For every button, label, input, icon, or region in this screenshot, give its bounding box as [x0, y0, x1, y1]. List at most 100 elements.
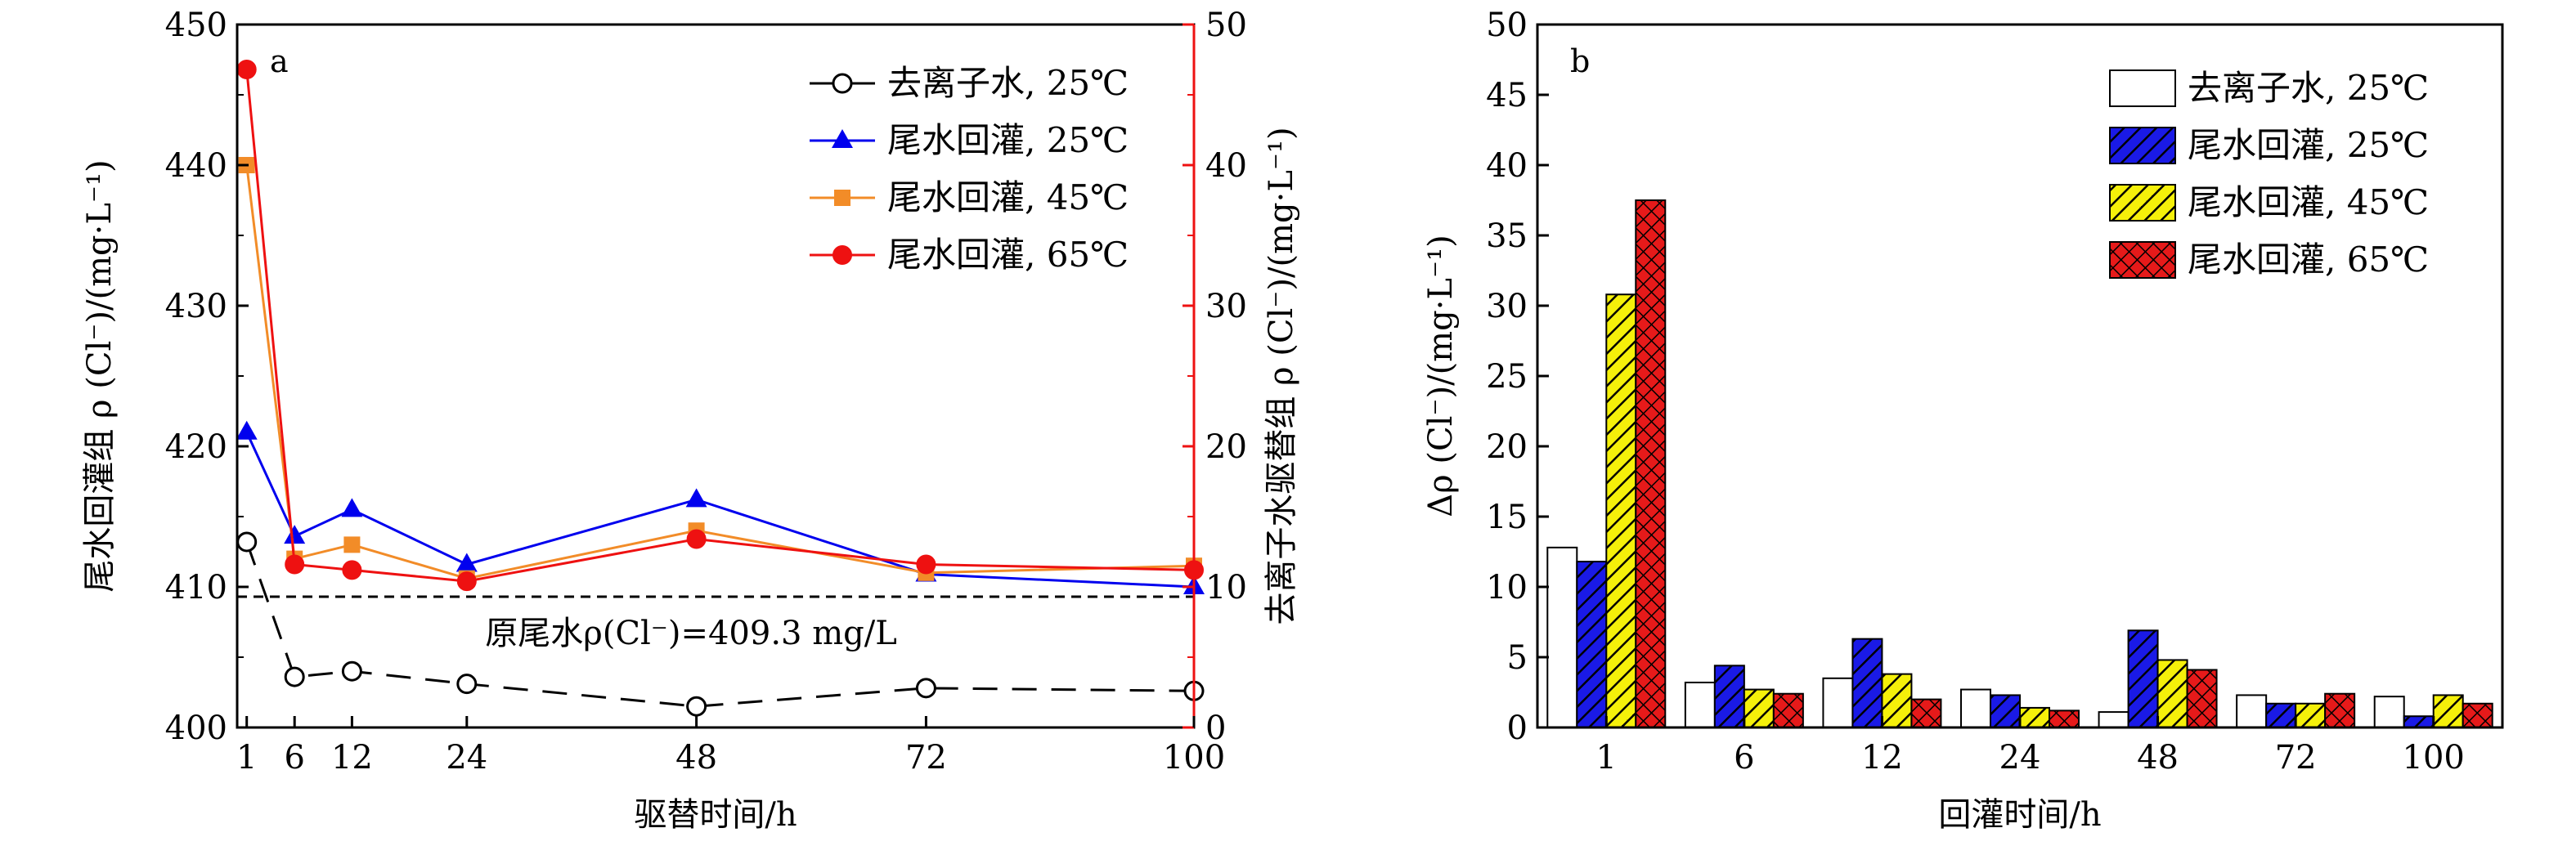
panel-a-axes: 400 410 420 430 440 450 0 10 20 30 40 50 1 6 12 24 48 72 1…: [165, 7, 1247, 777]
panel-a-left-y-axis-label: 尾水回灌组 ρ (Cl⁻)/(mg·L⁻¹): [81, 159, 119, 592]
panel-a-legend-label: 尾水回灌, 45℃: [887, 177, 1129, 217]
panel-b-y-axis-label: Δρ (Cl⁻)/(mg·L⁻¹): [1422, 235, 1460, 517]
panel-b-y-tick-label: 0: [1507, 709, 1528, 747]
panel-a-line-chart: 400 410 420 430 440 450 0 10 20 30 40 50 1 6 12 24 48 72 1…: [81, 7, 1300, 834]
panel-b-x-tick-label: 48: [2137, 739, 2179, 777]
panel-b-y-tick-label: 10: [1486, 569, 1528, 607]
panel-a-right-tick-label: 30: [1205, 288, 1247, 325]
panel-a-left-tick-label: 420: [165, 428, 227, 466]
panel-b-bar: [1990, 694, 2021, 729]
panel-a-data-point: [341, 498, 363, 517]
panel-a-data-point: [343, 536, 361, 553]
panel-a-series-line: [245, 432, 1195, 589]
panel-a-label: a: [270, 43, 289, 79]
panel-b-bar: [1713, 665, 1745, 729]
panel-a-x-axis-label: 驱替时间/h: [634, 796, 797, 834]
panel-b-bar: [1960, 688, 1991, 728]
panel-a-left-tick-label: 410: [165, 569, 227, 607]
panel-a-left-tick-label: 450: [165, 7, 227, 44]
panel-b-bar: [2186, 669, 2218, 728]
panel-b-legend-swatch: [2109, 69, 2176, 107]
panel-a-x-tick-label: 6: [284, 739, 304, 777]
panel-a-right-tick-label: 10: [1205, 569, 1247, 607]
panel-b-bar: [1910, 698, 1942, 728]
panel-a-legend-item: 尾水回灌, 25℃: [810, 120, 1129, 160]
panel-b-label: b: [1570, 43, 1590, 79]
panel-b-legend-swatch: [2109, 241, 2176, 279]
panel-a-data-point: [285, 554, 305, 575]
panel-a-legend-item: 尾水回灌, 45℃: [810, 177, 1129, 217]
panel-b-y-tick-label: 20: [1486, 428, 1528, 466]
panel-b-bar: [2265, 702, 2297, 729]
panel-a-data-point: [686, 529, 707, 549]
panel-b-bars-group: [1546, 199, 2493, 729]
panel-b-x-tick-label: 72: [2275, 739, 2317, 777]
panel-b-bar: [1772, 692, 1804, 728]
panel-b-legend-swatch: [2109, 127, 2176, 164]
panel-a-legend-item: 去离子水, 25℃: [810, 63, 1129, 103]
panel-b-bar: [1881, 673, 1913, 729]
panel-a-x-tick-label: 48: [675, 739, 717, 777]
panel-a-legend-item: 尾水回灌, 65℃: [810, 235, 1129, 275]
panel-b-bar: [2156, 659, 2188, 728]
panel-a-series-line: [245, 164, 1195, 580]
panel-a-series-2: [238, 157, 1202, 587]
panel-b-x-tick-label: 12: [1861, 739, 1903, 777]
panel-a-data-point: [832, 73, 853, 94]
panel-a-series-0: [236, 531, 1205, 717]
panel-b-bar: [2373, 696, 2405, 728]
panel-b-bar: [1743, 688, 1775, 728]
panel-a-data-point: [236, 420, 258, 440]
panel-b-x-tick-label: 6: [1734, 739, 1754, 777]
panel-b-bar: [2049, 709, 2080, 728]
panel-a-series-group: [236, 60, 1205, 717]
panel-a-x-tick-label: 12: [331, 739, 373, 777]
panel-a-legend-label: 尾水回灌, 25℃: [887, 120, 1129, 160]
panel-b-y-tick-label: 25: [1486, 358, 1528, 396]
panel-b-legend-label: 尾水回灌, 25℃: [2188, 125, 2429, 165]
panel-a-data-point: [686, 696, 707, 717]
panel-a-data-point: [456, 674, 478, 695]
panel-b-y-tick-label: 45: [1486, 77, 1528, 114]
panel-a-data-point: [832, 129, 853, 148]
panel-a-left-tick-label: 430: [165, 288, 227, 325]
panel-a-x-tick-label: 100: [1163, 739, 1225, 777]
panel-b-bar: [2403, 715, 2435, 728]
panel-b-legend-label: 去离子水, 25℃: [2188, 68, 2429, 108]
panel-b-bar: [2236, 694, 2268, 729]
panel-a-legend-label: 去离子水, 25℃: [887, 63, 1129, 103]
panel-a-right-tick-label: 0: [1205, 709, 1226, 747]
panel-b-bar: [1851, 638, 1883, 729]
panel-b-bar: [2462, 702, 2493, 729]
panel-b-bar: [2432, 694, 2464, 729]
panel-b-x-tick-label: 100: [2403, 739, 2465, 777]
panel-b-bar-chart: 0 5 10 15 20 25 30 35 40 45 50 1 6 12 24 48 72 100 b 回灌时间…: [1422, 7, 2504, 834]
panel-a-data-point: [456, 571, 477, 592]
panel-b-bar: [1822, 677, 1854, 728]
panel-b-bar: [1635, 199, 1667, 728]
panel-b-y-tick-label: 5: [1507, 639, 1528, 677]
panel-b-legend-label: 尾水回灌, 65℃: [2188, 239, 2429, 280]
panel-b-y-tick-label: 30: [1486, 288, 1528, 325]
panel-a-right-tick-label: 40: [1205, 147, 1247, 185]
panel-b-y-tick-label: 50: [1486, 7, 1528, 44]
panel-a-data-point: [236, 60, 257, 80]
panel-b-bar: [1684, 681, 1716, 729]
panel-b-legend-swatch: [2109, 184, 2176, 222]
panel-b-bar: [2295, 702, 2327, 729]
panel-a-data-point: [284, 666, 305, 687]
panel-a-left-tick-label: 440: [165, 147, 227, 185]
panel-b-y-tick-label: 40: [1486, 147, 1528, 185]
panel-b-legend-item: 尾水回灌, 25℃: [2109, 125, 2429, 165]
panel-a-data-point: [834, 190, 850, 206]
panel-b-bar: [2019, 706, 2050, 728]
panel-a-series-3: [236, 60, 1204, 592]
panel-b-bar: [2127, 629, 2159, 729]
panel-b-y-tick-label: 35: [1486, 217, 1528, 255]
panel-b-legend-item: 尾水回灌, 65℃: [2109, 239, 2429, 280]
panel-b-legend-item: 去离子水, 25℃: [2109, 68, 2429, 108]
panel-a-data-point: [341, 660, 362, 682]
panel-b-bar: [1576, 561, 1608, 728]
panel-a-data-point: [284, 525, 306, 544]
